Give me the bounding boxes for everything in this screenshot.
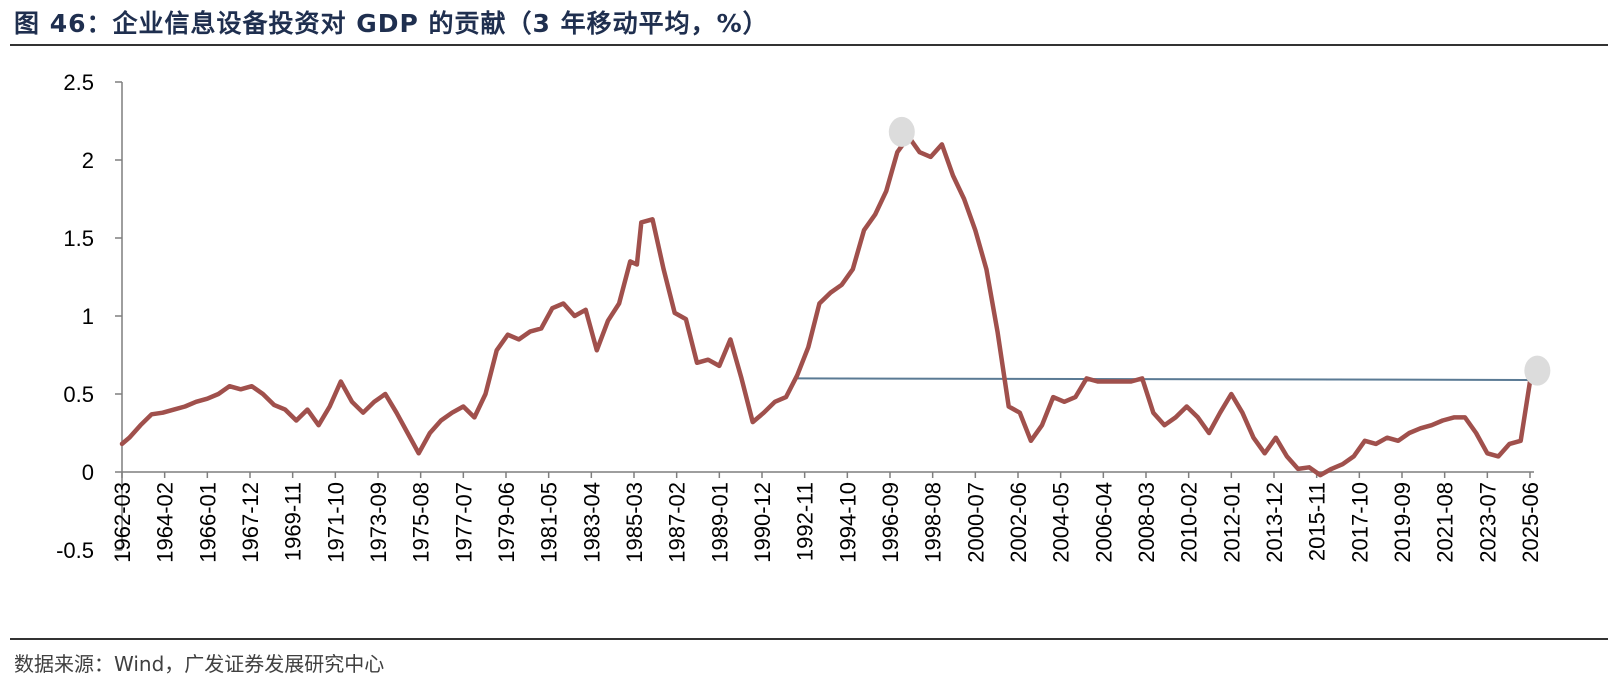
y-tick-label: 0.5 xyxy=(63,382,94,407)
x-tick-label: 1989-01 xyxy=(707,482,732,563)
x-tick-label: 1967-12 xyxy=(238,482,263,563)
figure-title: 图 46：企业信息设备投资对 GDP 的贡献（3 年移动平均，%） xyxy=(14,9,769,38)
x-tick-label: 2010-02 xyxy=(1177,482,1202,563)
x-tick-label: 1962-03 xyxy=(110,482,135,563)
series-line xyxy=(119,134,1533,478)
x-tick-label: 2013-12 xyxy=(1262,482,1287,563)
reference-line-segment xyxy=(797,377,1531,381)
x-tick-label: 2023-07 xyxy=(1475,482,1500,563)
x-tick-label: 2006-04 xyxy=(1091,482,1116,563)
x-tick-label: 1994-10 xyxy=(835,482,860,563)
x-tick-label: 2004-05 xyxy=(1049,482,1074,563)
y-tick-label: -0.5 xyxy=(56,538,94,563)
x-tick-label: 1973-09 xyxy=(366,482,391,563)
y-tick-label: 0 xyxy=(82,460,94,485)
x-tick-label: 2000-07 xyxy=(963,482,988,563)
y-tick-label: 2.5 xyxy=(63,70,94,95)
x-tick-label: 1964-02 xyxy=(153,482,178,563)
x-tick-label: 1975-08 xyxy=(409,482,434,563)
x-tick-label: 1990-12 xyxy=(750,482,775,563)
x-tick-label: 1966-01 xyxy=(195,482,220,563)
x-tick-label: 2008-03 xyxy=(1134,482,1159,563)
line-chart: 2.521.510.50-0.5 1962-03 1964-02 1966-01 19… xyxy=(56,70,1551,563)
x-tick-label: 1996-09 xyxy=(878,482,903,563)
x-tick-label: 1979-06 xyxy=(494,482,519,563)
title-rule xyxy=(10,44,1608,46)
x-tick-label: 2019-09 xyxy=(1390,482,1415,563)
y-tick-label: 2 xyxy=(82,148,94,173)
source-rule xyxy=(10,638,1608,640)
y-tick-label: 1 xyxy=(82,304,94,329)
highlight-markers xyxy=(888,116,1551,386)
x-tick-label: 1977-07 xyxy=(451,482,476,563)
x-tick-label: 1971-10 xyxy=(323,482,348,563)
axes xyxy=(115,81,1534,551)
highlight-marker xyxy=(888,116,915,147)
x-tick-label: 1992-11 xyxy=(793,482,818,561)
x-tick-label: 2015-11 xyxy=(1305,482,1330,561)
x-tick-label: 1998-08 xyxy=(921,482,946,563)
reference-line xyxy=(797,377,1531,381)
x-tick-label: 1987-02 xyxy=(665,482,690,563)
source-note: 数据来源：Wind，广发证券发展研究中心 xyxy=(14,652,385,676)
x-tick-label: 2002-06 xyxy=(1006,482,1031,563)
y-tick-labels: 2.5 2 1.5 1 0.5 0 -0.5 xyxy=(56,70,94,563)
series-path xyxy=(119,134,1533,478)
x-tick-labels: 1962-03 1964-02 1966-01 1967-12 1969-11 1971-… xyxy=(110,482,1543,563)
x-tick-label: 2017-10 xyxy=(1347,482,1372,563)
x-tick-label: 2025-06 xyxy=(1518,482,1543,563)
x-tick-label: 2021-08 xyxy=(1433,482,1458,563)
highlight-marker xyxy=(1524,355,1551,386)
x-tick-label: 1981-05 xyxy=(537,482,562,563)
x-tick-label: 1983-04 xyxy=(579,482,604,563)
y-tick-label: 1.5 xyxy=(63,226,94,251)
x-tick-label: 2012-01 xyxy=(1219,482,1244,563)
x-tick-label: 1969-11 xyxy=(281,482,306,561)
x-tick-label: 1985-03 xyxy=(622,482,647,563)
